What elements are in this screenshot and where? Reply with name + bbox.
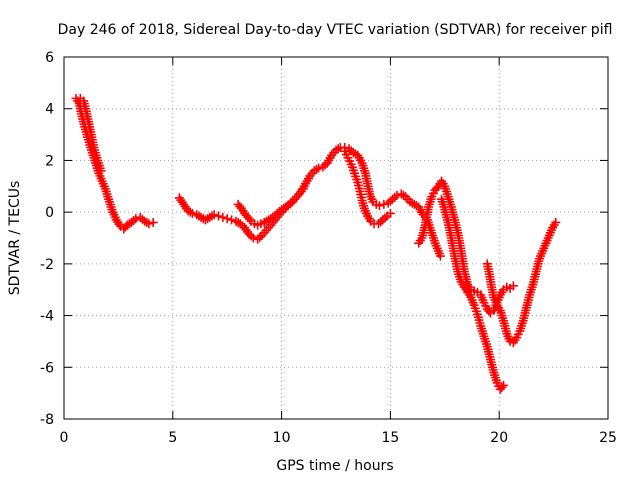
data-point	[135, 212, 145, 222]
data-marker	[333, 144, 343, 154]
data-point	[379, 199, 389, 209]
data-point	[375, 201, 385, 211]
series-arc5	[340, 146, 395, 229]
data-marker	[497, 382, 507, 392]
data-series	[71, 93, 561, 394]
chart-title: Day 246 of 2018, Sidereal Day-to-day VTE…	[58, 22, 613, 38]
plot-frame	[63, 56, 609, 420]
x-axis-label: GPS time / hours	[276, 458, 393, 474]
data-point	[126, 217, 136, 227]
data-point	[551, 217, 561, 227]
data-point	[318, 162, 328, 172]
data-marker	[235, 201, 245, 211]
axis-ticks	[63, 56, 609, 420]
data-point	[148, 217, 158, 227]
data-point	[96, 166, 106, 176]
x-tick-label: 15	[381, 430, 399, 446]
data-marker	[185, 207, 195, 217]
data-point	[235, 219, 245, 229]
data-point	[253, 234, 263, 244]
y-axis-label: SDTVAR / TECUs	[7, 181, 23, 296]
series-arc1	[71, 93, 158, 234]
data-marker	[432, 183, 442, 193]
y-tick-labels: -8 -6 -4 -2 0 2 4 6	[40, 50, 54, 428]
x-tick-label: 20	[490, 430, 508, 446]
data-marker	[270, 210, 280, 220]
data-point	[508, 281, 518, 291]
data-marker	[385, 196, 395, 206]
x-tick-label: 5	[168, 430, 177, 446]
data-marker	[311, 164, 321, 174]
y-tick-label: -4	[40, 309, 54, 325]
data-point	[383, 198, 393, 208]
data-point	[388, 194, 398, 204]
y-tick-label: 2	[45, 153, 54, 169]
data-point	[218, 212, 228, 222]
data-point	[209, 210, 219, 220]
data-point	[227, 215, 237, 225]
x-tick-labels: 0 5 10 15 20 25	[60, 430, 617, 446]
data-marker	[255, 232, 265, 242]
series-arc6	[414, 176, 518, 318]
data-marker	[129, 216, 139, 226]
series-arc7	[437, 194, 509, 394]
data-marker	[376, 217, 386, 227]
data-point	[314, 163, 324, 173]
data-point	[385, 208, 395, 218]
series-arc8	[482, 217, 561, 348]
data-marker	[380, 213, 390, 223]
data-point	[144, 219, 154, 229]
data-point	[272, 208, 282, 218]
grid	[64, 57, 608, 419]
data-marker	[398, 190, 408, 200]
data-marker	[114, 219, 124, 229]
data-marker	[283, 200, 293, 210]
data-point	[244, 229, 254, 239]
data-marker	[320, 160, 330, 170]
data-point	[499, 380, 509, 390]
data-point	[281, 202, 291, 212]
series-arc3	[174, 143, 445, 261]
data-marker	[246, 231, 256, 241]
y-tick-label: -8	[40, 412, 54, 428]
y-tick-label: -6	[40, 360, 54, 376]
data-point	[435, 251, 445, 261]
x-tick-label: 0	[60, 430, 69, 446]
data-marker	[245, 214, 255, 224]
y-tick-label: 4	[45, 102, 54, 118]
data-point	[268, 212, 278, 222]
series-arc4	[233, 184, 308, 230]
y-tick-label: 0	[45, 205, 54, 221]
data-point	[285, 198, 295, 208]
data-marker	[390, 192, 400, 202]
data-point	[222, 214, 232, 224]
y-tick-label: -2	[40, 257, 54, 273]
y-tick-label: 6	[45, 50, 54, 66]
data-point	[373, 219, 383, 229]
series-arc2	[75, 93, 106, 176]
data-point	[187, 208, 197, 218]
data-marker	[287, 196, 297, 206]
data-point	[213, 211, 223, 221]
x-tick-label: 25	[599, 430, 617, 446]
x-tick-label: 10	[273, 430, 291, 446]
data-point	[378, 215, 388, 225]
data-point	[298, 184, 308, 194]
